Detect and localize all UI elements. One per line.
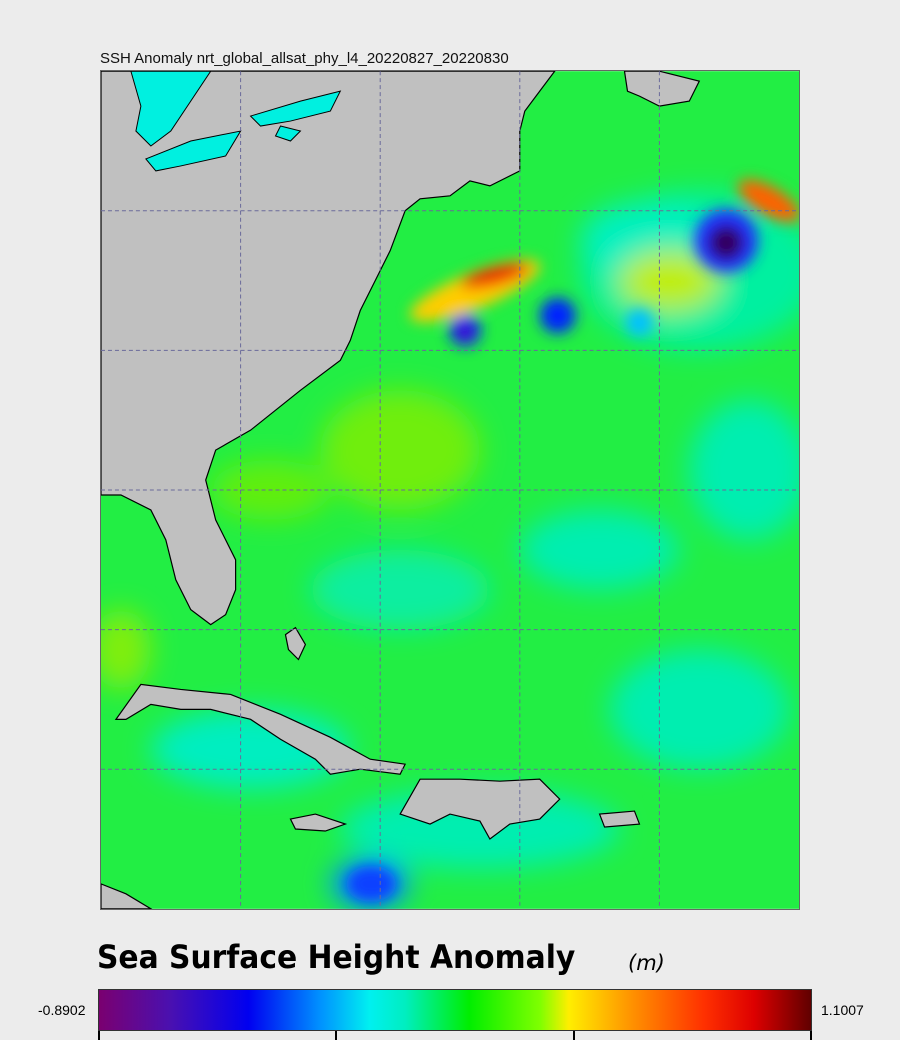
colorbar-max-label: 1.1007 [821,1002,864,1018]
lakes [130,71,342,172]
colorbar-tick [335,1031,337,1040]
colorbar-title: Sea Surface Height Anomaly [97,938,576,976]
graticule [101,71,799,909]
colorbar-tick [810,1031,812,1040]
colorbar-tick [573,1031,575,1040]
colorbar-min-label: -0.8902 [38,1002,86,1018]
map-title: SSH Anomaly nrt_global_allsat_phy_l4_202… [100,50,509,67]
colorbar [98,989,812,1031]
colorbar-tick [98,1031,100,1040]
colorbar-unit: (m) [628,951,665,975]
ssh-anomaly-map[interactable] [100,70,800,910]
